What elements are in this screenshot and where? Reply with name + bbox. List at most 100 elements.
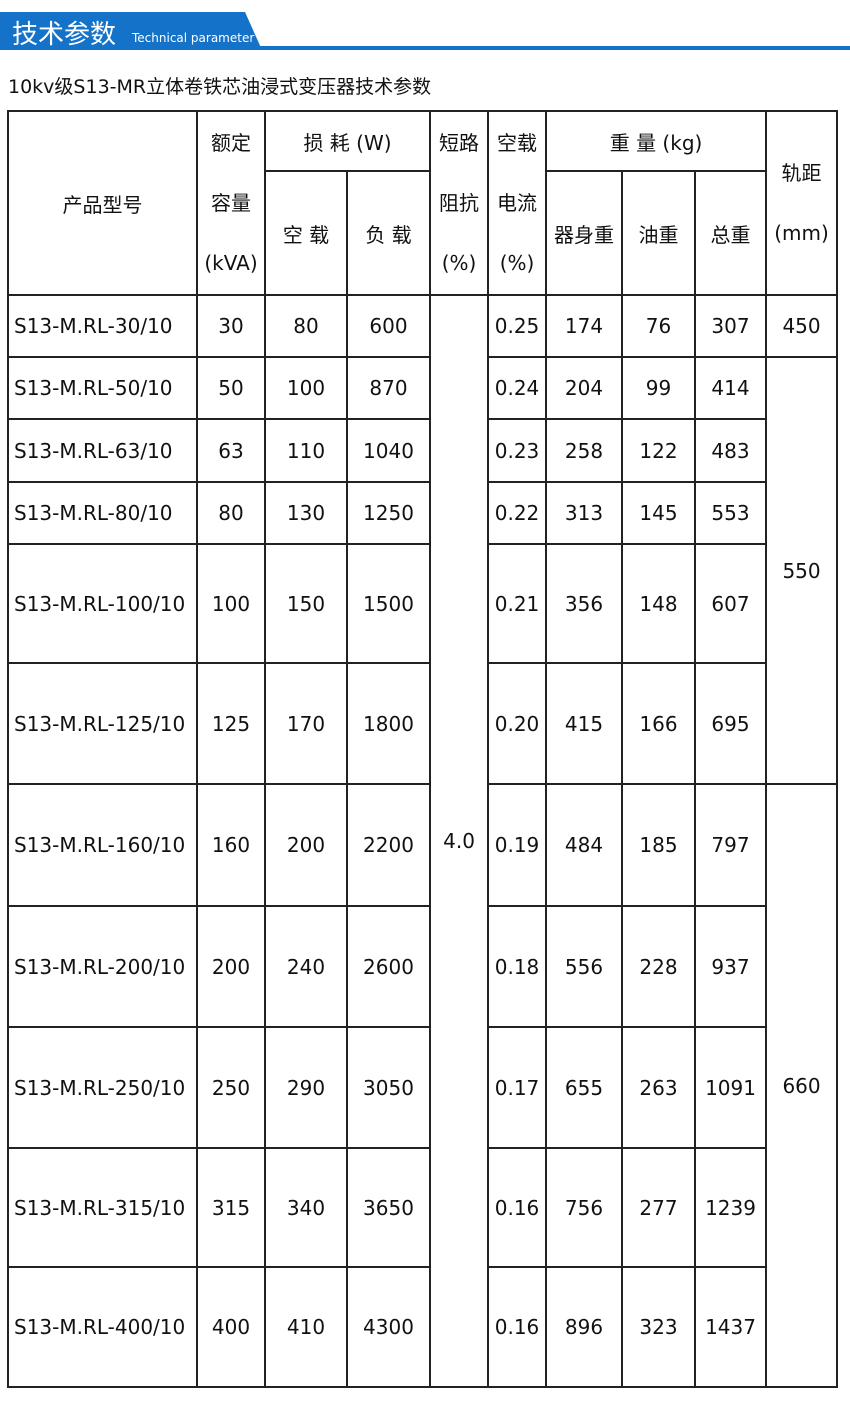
cell: 550 bbox=[765, 356, 839, 785]
header-cell: 短路 阻抗 (%) bbox=[429, 110, 490, 296]
header-line: 额定 bbox=[211, 131, 251, 155]
header-cell: 空载电流 (%) bbox=[487, 110, 548, 296]
cell: 1239 bbox=[694, 1147, 768, 1268]
row: S13-M.RL-200/10 200 240 2600 0.18 556 228 937 bbox=[7, 905, 837, 1028]
header-line: (mm) bbox=[774, 221, 829, 245]
cell: 553 bbox=[694, 481, 768, 545]
cell: 240 bbox=[264, 905, 348, 1028]
cell: 307 bbox=[694, 294, 768, 358]
cell: S13-M.RL-50/10 bbox=[7, 356, 198, 420]
cell: 0.25 bbox=[487, 294, 548, 358]
cell: 0.19 bbox=[487, 783, 548, 907]
cell: 174 bbox=[545, 294, 624, 358]
cell: 483 bbox=[694, 418, 768, 483]
cell: 450 bbox=[765, 294, 839, 358]
header-cell: 总重 bbox=[694, 170, 768, 296]
cell: S13-M.RL-125/10 bbox=[7, 662, 198, 785]
cell: 655 bbox=[545, 1026, 624, 1149]
section-subtitle: Technical parameter bbox=[132, 31, 255, 45]
header-cell: 油重 bbox=[621, 170, 697, 296]
cell: 1800 bbox=[345, 662, 432, 785]
cell: 870 bbox=[345, 356, 432, 420]
row: S13-M.RL-30/10 30 80 600 4.0 0.25 174 76 307 450 bbox=[7, 294, 839, 1388]
cell: 228 bbox=[621, 905, 697, 1028]
cell: 99 bbox=[621, 356, 697, 420]
cell: 315 bbox=[196, 1147, 266, 1268]
header-cell: 产品型号 bbox=[7, 110, 198, 296]
header-cell: 器身重 bbox=[545, 170, 624, 296]
cell: 80 bbox=[196, 481, 266, 545]
row: S13-M.RL-160/10 160 200 2200 0.19 484 185 797 66… bbox=[7, 783, 839, 1388]
header-cell: 重 量 (kg) bbox=[545, 110, 768, 172]
header-line: 容量 bbox=[211, 191, 251, 215]
spec-table: 产品型号 额定容量 (kVA) 损 耗 (W) 短路 阻抗 (%) 空载电流 (%) 重… bbox=[7, 110, 839, 1388]
cell: S13-M.RL-200/10 bbox=[7, 905, 198, 1028]
cell: S13-M.RL-30/10 bbox=[7, 294, 198, 358]
caption: 10kv级S13-MR立体卷铁芯油浸式变压器技术参数 bbox=[8, 76, 432, 98]
cell: 323 bbox=[621, 1266, 697, 1388]
header-line: 电流 bbox=[497, 191, 538, 215]
header-cell: 损 耗 (W) bbox=[263, 110, 432, 172]
cell: 695 bbox=[694, 662, 768, 785]
cell: 100 bbox=[264, 356, 348, 420]
cell: S13-M.RL-250/10 bbox=[7, 1026, 198, 1149]
cell: 76 bbox=[621, 294, 697, 358]
header-cell: 负 载 bbox=[345, 170, 432, 296]
banner-line bbox=[0, 46, 850, 50]
cell: 797 bbox=[694, 783, 768, 907]
row: S13-M.RL-80/10 80 130 1250 0.22 313 145 553 bbox=[7, 481, 837, 545]
cell: 250 bbox=[196, 1026, 266, 1149]
cell: 556 bbox=[545, 905, 624, 1028]
cell: 600 bbox=[345, 294, 432, 358]
cell: 2600 bbox=[345, 905, 432, 1028]
header-cell: 轨距 (mm) bbox=[765, 110, 839, 296]
cell: 204 bbox=[545, 356, 624, 420]
cell: 0.16 bbox=[487, 1147, 548, 1268]
cell: 290 bbox=[264, 1026, 348, 1149]
cell: 1500 bbox=[345, 543, 432, 664]
cell: S13-M.RL-80/10 bbox=[7, 481, 198, 545]
cell: 756 bbox=[545, 1147, 624, 1268]
cell: 145 bbox=[621, 481, 697, 545]
header-line: (kVA) bbox=[204, 251, 258, 275]
row: S13-M.RL-63/10 63 110 1040 0.23 258 122 483 bbox=[7, 418, 837, 483]
cell: 166 bbox=[621, 662, 697, 785]
header-cell: 空 载 bbox=[264, 170, 348, 296]
header-line: 阻抗 bbox=[439, 191, 480, 215]
cell: 4.0 bbox=[429, 294, 490, 1388]
cell: 258 bbox=[545, 418, 624, 483]
row: S13-M.RL-50/10 50 100 870 0.24 204 99 414 550 bbox=[7, 356, 839, 785]
cell: 937 bbox=[694, 905, 768, 1028]
row: S13-M.RL-100/10 100 150 1500 0.21 356 148 607 bbox=[7, 543, 837, 664]
cell: 1091 bbox=[694, 1026, 768, 1149]
cell: 0.20 bbox=[487, 662, 548, 785]
section-title: 技术参数 bbox=[12, 20, 117, 50]
cell: 110 bbox=[264, 418, 348, 483]
cell: 607 bbox=[694, 543, 768, 664]
cell: 400 bbox=[196, 1266, 266, 1388]
row: S13-M.RL-125/10 125 170 1800 0.20 415 166 695 bbox=[7, 662, 837, 785]
cell: 130 bbox=[264, 481, 348, 545]
cell: 148 bbox=[621, 543, 697, 664]
cell: 0.23 bbox=[487, 418, 548, 483]
table-body: 产品型号 额定容量 (kVA) 损 耗 (W) 短路 阻抗 (%) 空载电流 (%) 重… bbox=[7, 110, 839, 1388]
cell: 185 bbox=[621, 783, 697, 907]
cell: 0.18 bbox=[487, 905, 548, 1028]
cell: 896 bbox=[545, 1266, 624, 1388]
cell: 100 bbox=[196, 543, 266, 664]
cell: 150 bbox=[264, 543, 348, 664]
cell: 160 bbox=[196, 783, 266, 907]
header-line: 空载 bbox=[497, 131, 538, 155]
cell: 277 bbox=[621, 1147, 697, 1268]
cell: 415 bbox=[545, 662, 624, 785]
header-line: (%) bbox=[499, 251, 535, 275]
cell: 4300 bbox=[345, 1266, 432, 1388]
banner: 技术参数 Technical parameter bbox=[0, 0, 850, 52]
cell: 484 bbox=[545, 783, 624, 907]
header-line: 轨距 bbox=[781, 161, 822, 185]
cell: 80 bbox=[264, 294, 348, 358]
header-cell: 额定容量 (kVA) bbox=[196, 110, 266, 296]
cell: S13-M.RL-400/10 bbox=[7, 1266, 198, 1388]
cell: 0.16 bbox=[487, 1266, 548, 1388]
